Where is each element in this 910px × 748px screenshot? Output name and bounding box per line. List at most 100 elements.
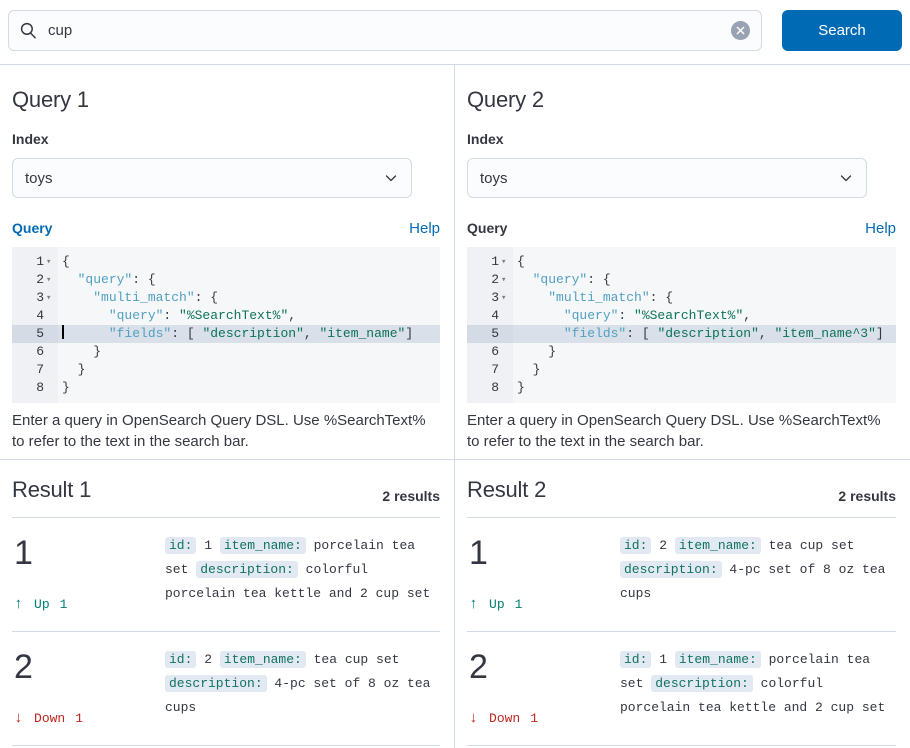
fold-toggle-icon[interactable]: ▾ (501, 257, 507, 267)
editor-line: 2 ▾ "query": { (12, 271, 440, 289)
query-helper-text: Enter a query in OpenSearch Query DSL. U… (467, 412, 881, 450)
editor-line: 8} (12, 379, 440, 397)
code-line-text: } (517, 380, 525, 395)
index-select-value: toys (25, 169, 53, 187)
line-number: 8 (36, 380, 44, 395)
fold-toggle-icon[interactable]: ▾ (46, 257, 52, 267)
editor-line: 3 ▾ "multi_match": { (467, 289, 896, 307)
chevron-down-icon (840, 175, 852, 182)
editor-line: 4 "query": "%SearchText%", (12, 307, 440, 325)
code-line-text: } (62, 362, 86, 377)
index-label: Index (12, 131, 49, 147)
clear-search-icon[interactable] (731, 21, 750, 40)
rank-change-label: Down (34, 711, 66, 726)
query-2-column: Query 2 Index toys Query Help 1 ▾{2 ▾ "que… (455, 65, 910, 748)
editor-line: 2 ▾ "query": { (467, 271, 896, 289)
search-bar[interactable] (8, 10, 762, 51)
text-cursor (62, 325, 64, 339)
editor-line: 5 "fields": [ "description", "item_name"… (12, 325, 440, 343)
search-button[interactable]: Search (782, 10, 902, 51)
field-name-chip: item_name: (219, 651, 306, 668)
editor-line: 6 } (467, 343, 896, 361)
line-number: 5 (36, 326, 44, 341)
query-editor-label: Query (12, 220, 53, 236)
result-2-count: 2 results (838, 488, 896, 504)
rank-change-label: Up (489, 597, 505, 612)
rank-change-down: ↓ Down 1 (469, 710, 620, 727)
line-number: 7 (491, 362, 499, 377)
fold-toggle-icon[interactable]: ▾ (501, 275, 507, 285)
code-line-text: "query": { (77, 272, 156, 287)
document-fields: id: 1 item_name: porcelain tea set descr… (165, 537, 431, 601)
code-line-text: "fields": [ "description", "item_name^3"… (513, 325, 896, 343)
line-number: 2 (491, 272, 499, 287)
result-2-title: Result 2 (467, 477, 547, 502)
index-select-2[interactable]: toys (467, 158, 867, 198)
result-1-list: 1 ↑ Up 1 id: 1 item_name: porcelain tea set … (12, 518, 440, 746)
index-select-1[interactable]: toys (12, 158, 412, 198)
field-name-chip: item_name: (674, 651, 761, 668)
query-1-title: Query 1 (12, 87, 89, 112)
document-fields: id: 1 item_name: porcelain tea set descr… (620, 651, 886, 715)
code-line-text: { (517, 254, 525, 269)
result-row: 2 ↓ Down 1 id: 2 item_name: tea cup set desc… (12, 632, 440, 746)
query-editor-1[interactable]: 1 ▾{2 ▾ "query": {3 ▾ "multi_match": {4 "qu… (12, 247, 440, 403)
line-number: 1 (36, 254, 44, 269)
arrow-up-icon: ↑ (14, 596, 24, 613)
field-name-chip: id: (165, 651, 197, 668)
line-number: 3 (491, 290, 499, 305)
line-number: 1 (491, 254, 499, 269)
result-row: 1 ↑ Up 1 id: 1 item_name: porcelain tea set … (12, 518, 440, 632)
line-number: 5 (491, 326, 499, 341)
compare-columns: Query 1 Index toys Query Help 1 ▾{2 ▾ "que… (0, 65, 910, 748)
field-name-chip: id: (165, 537, 197, 554)
code-line-text: "fields": [ "description", "item_name"] (58, 325, 440, 343)
code-line-text: "multi_match": { (548, 290, 674, 305)
chevron-down-icon (385, 175, 397, 182)
rank-change-label: Down (489, 711, 521, 726)
field-name-chip: id: (620, 651, 652, 668)
code-line-text: } (517, 344, 557, 359)
editor-line: 1 ▾ { (12, 253, 440, 271)
help-link[interactable]: Help (865, 220, 896, 237)
code-line-text: { (62, 254, 70, 269)
help-link[interactable]: Help (409, 220, 440, 237)
result-1-count: 2 results (382, 488, 440, 504)
result-1-title: Result 1 (12, 477, 92, 502)
fold-toggle-icon[interactable]: ▾ (46, 275, 52, 285)
result-2-section: Result 2 2 results 1 ↑ Up 1 id: 2 item_name:… (455, 459, 910, 746)
editor-line: 5 "fields": [ "description", "item_name^… (467, 325, 896, 343)
document-fields: id: 2 item_name: tea cup set description… (620, 537, 886, 601)
code-line-text: "query": "%SearchText%", (108, 308, 297, 323)
editor-line: 4 "query": "%SearchText%", (467, 307, 896, 325)
result-rank: 1 (14, 534, 33, 572)
code-line-text: "multi_match": { (93, 290, 219, 305)
line-number: 6 (491, 344, 499, 359)
result-rank: 2 (469, 648, 488, 686)
rank-change-value: 1 (530, 711, 539, 726)
field-name-chip: item_name: (219, 537, 306, 554)
arrow-up-icon: ↑ (469, 596, 479, 613)
fold-toggle-icon[interactable]: ▾ (46, 293, 52, 303)
search-icon (20, 22, 36, 39)
arrow-down-icon: ↓ (469, 710, 479, 727)
fold-toggle-icon[interactable]: ▾ (501, 293, 507, 303)
code-line-text: } (62, 344, 102, 359)
rank-change-value: 1 (75, 711, 84, 726)
rank-change-label: Up (34, 597, 50, 612)
editor-line: 6 } (12, 343, 440, 361)
line-number: 4 (491, 308, 499, 323)
search-input[interactable] (46, 21, 731, 40)
query-editor-2[interactable]: 1 ▾{2 ▾ "query": {3 ▾ "multi_match": {4 "qu… (467, 247, 896, 403)
code-line-text: } (517, 362, 541, 377)
line-number: 2 (36, 272, 44, 287)
field-name-chip: item_name: (674, 537, 761, 554)
field-name-chip: description: (196, 561, 298, 578)
field-name-chip: id: (620, 537, 652, 554)
rank-change-up: ↑ Up 1 (14, 596, 165, 613)
field-name-chip: description: (165, 675, 267, 692)
field-name-chip: description: (620, 561, 722, 578)
result-2-list: 1 ↑ Up 1 id: 2 item_name: tea cup set descri… (467, 518, 896, 746)
rank-change-value: 1 (514, 597, 523, 612)
query-1-column: Query 1 Index toys Query Help 1 ▾{2 ▾ "que… (0, 65, 455, 748)
